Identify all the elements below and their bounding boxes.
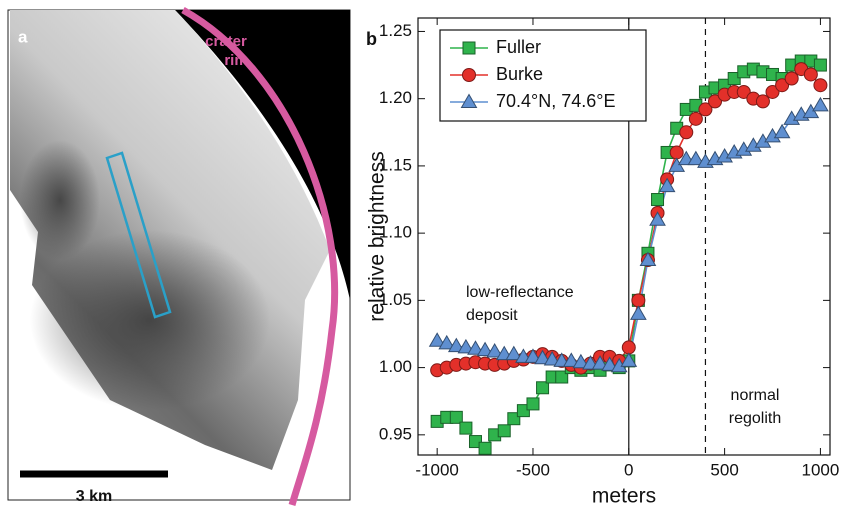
x-tick-label: 500 (710, 460, 738, 479)
legend-label: Fuller (496, 37, 541, 57)
legend-label: Burke (496, 64, 543, 84)
marker (450, 411, 462, 423)
x-tick-label: -1000 (415, 460, 458, 479)
rim-label: crater (205, 33, 247, 50)
marker (479, 442, 491, 454)
marker (775, 125, 790, 138)
rim-label: rim (224, 52, 247, 69)
marker (680, 126, 693, 139)
panel-a: a crater rim 3 km (8, 10, 350, 505)
x-tick-label: -500 (516, 460, 550, 479)
figure: a crater rim 3 km b 0.951.001.051.101.15… (0, 0, 846, 510)
legend-label: 70.4°N, 74.6°E (496, 91, 615, 111)
y-axis-label: relative brightness (366, 151, 389, 321)
marker (527, 398, 539, 410)
marker (622, 341, 635, 354)
y-tick-label: 1.00 (379, 357, 412, 376)
y-tick-label: 0.95 (379, 424, 412, 443)
x-tick-label: 1000 (802, 460, 840, 479)
marker (813, 98, 828, 111)
annotation: regolith (729, 410, 781, 427)
marker (460, 422, 472, 434)
marker (537, 382, 549, 394)
x-tick-label: 0 (624, 460, 633, 479)
marker (631, 306, 646, 319)
y-tick-label: 1.25 (379, 21, 412, 40)
marker (804, 68, 817, 81)
marker (632, 294, 645, 307)
annotation: normal (731, 387, 780, 404)
annotation: low-reflectance (466, 284, 574, 301)
x-axis-label: meters (592, 485, 656, 508)
marker (498, 425, 510, 437)
dark-patch (20, 140, 100, 260)
marker (814, 79, 827, 92)
scale-label: 3 km (76, 488, 112, 505)
y-tick-label: 1.20 (379, 88, 412, 107)
annotation: deposit (466, 307, 518, 324)
marker (670, 146, 683, 159)
legend-marker (463, 42, 475, 54)
marker (814, 59, 826, 71)
marker (652, 194, 664, 206)
legend-marker (463, 69, 476, 82)
panel-label: a (18, 27, 28, 46)
panel-label: b (366, 29, 377, 49)
